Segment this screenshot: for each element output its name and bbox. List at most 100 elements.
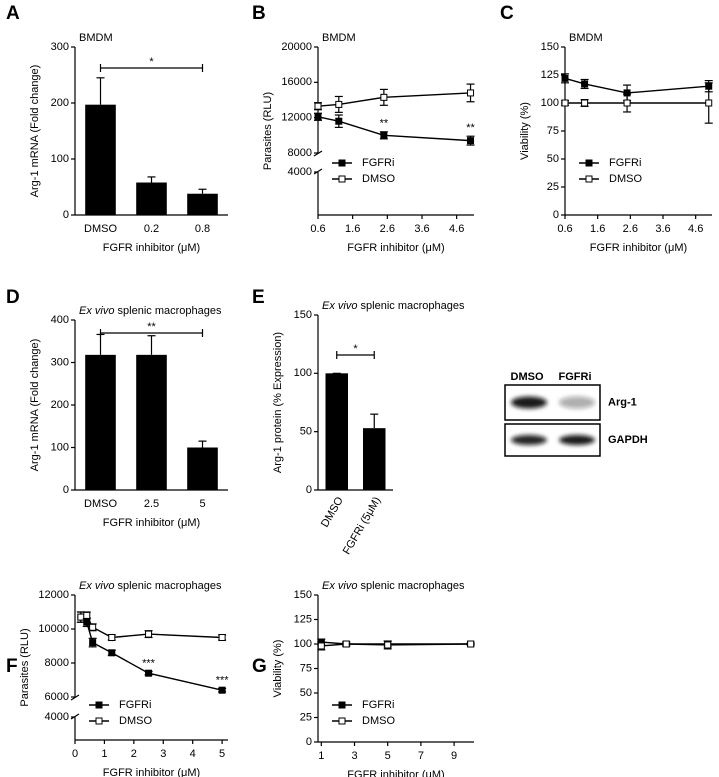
panel-title: BMDM xyxy=(569,32,603,44)
y-axis-label: Arg-1 mRNA (Fold change) xyxy=(29,339,41,472)
legend-label: FGFRi xyxy=(362,157,394,169)
y-tick-label: 12000 xyxy=(38,589,69,601)
x-tick-label: 0 xyxy=(72,748,78,760)
blot-row-label: GAPDH xyxy=(608,434,648,446)
x-tick-label: 5 xyxy=(199,498,205,510)
x-tick-label: 1.6 xyxy=(345,223,360,235)
y-tick-label: 50 xyxy=(547,153,559,165)
y-tick-label: 100 xyxy=(51,153,69,165)
panel-letter: C xyxy=(500,3,514,24)
y-axis-label: Arg-1 mRNA (Fold change) xyxy=(29,65,41,198)
y-tick-label: 75 xyxy=(300,662,312,674)
legend-marker xyxy=(338,175,346,183)
x-tick-label: 4.6 xyxy=(688,223,703,235)
point-annotation: *** xyxy=(142,657,156,669)
y-tick-label: 200 xyxy=(51,399,69,411)
x-tick-label: 2.6 xyxy=(623,223,638,235)
y-tick-label: 50 xyxy=(300,687,312,699)
bar xyxy=(187,447,218,490)
panel-letter: G xyxy=(252,656,267,677)
title-italic: Ex vivo xyxy=(322,300,357,312)
legend-label: DMSO xyxy=(362,173,395,185)
point-annotation: *** xyxy=(216,674,230,686)
x-tick-label: 3 xyxy=(160,748,166,760)
bar xyxy=(363,428,386,490)
blot-band xyxy=(511,435,547,445)
x-tick-label: 1.6 xyxy=(590,223,605,235)
y-tick-label: 6000 xyxy=(45,691,69,703)
y-tick-label: 0 xyxy=(553,209,559,221)
x-tick-label: DMSO xyxy=(84,223,117,235)
series-line xyxy=(564,77,709,94)
panel-title: Ex vivo splenic macrophages xyxy=(322,580,465,592)
x-tick-label: 3.6 xyxy=(414,223,429,235)
marker xyxy=(317,642,325,650)
y-tick-label: 125 xyxy=(541,69,559,81)
sig-label: * xyxy=(353,343,358,355)
legend-label: DMSO xyxy=(119,715,152,727)
x-tick-label: 5 xyxy=(219,748,225,760)
legend-marker xyxy=(95,717,103,725)
marker xyxy=(380,131,388,139)
title-italic: Ex vivo xyxy=(79,305,114,317)
x-axis-label: FGFR inhibitor (μM) xyxy=(103,517,200,529)
x-axis-label: FGFR inhibitor (μM) xyxy=(347,769,444,777)
x-tick-label: 0.8 xyxy=(195,223,210,235)
x-tick-label: 1 xyxy=(101,748,107,760)
y-tick-label: 0 xyxy=(63,484,69,496)
title-text: splenic macrophages xyxy=(118,580,222,592)
marker xyxy=(314,102,322,110)
y-tick-label: 400 xyxy=(51,314,69,326)
y-tick-label: 25 xyxy=(547,181,559,193)
blot-column-label: FGFRi xyxy=(559,371,592,383)
marker xyxy=(561,99,569,107)
y-tick-label: 12000 xyxy=(281,112,312,124)
sig-label: * xyxy=(149,56,154,68)
marker xyxy=(380,93,388,101)
x-tick-label: 0.6 xyxy=(557,223,572,235)
y-tick-label: 150 xyxy=(294,309,312,321)
panel-letter: B xyxy=(252,3,266,24)
blot-column-label: DMSO xyxy=(511,371,544,383)
y-tick-label: 300 xyxy=(51,41,69,53)
series-line xyxy=(80,616,223,691)
bar xyxy=(136,182,167,215)
y-tick-label: 4000 xyxy=(45,711,69,723)
marker xyxy=(108,649,116,657)
point-annotation: ** xyxy=(380,118,389,130)
x-tick-label: 3 xyxy=(351,750,357,762)
y-tick-label: 75 xyxy=(547,125,559,137)
marker xyxy=(581,80,589,88)
legend-label: FGFRi xyxy=(119,699,151,711)
marker xyxy=(145,669,153,677)
title-text: splenic macrophages xyxy=(118,305,222,317)
y-tick-label: 10000 xyxy=(38,623,69,635)
x-axis-label: FGFR inhibitor (μM) xyxy=(103,242,200,254)
title-text: BMDM xyxy=(79,32,113,44)
point-annotation: * xyxy=(110,636,115,648)
y-tick-label: 25 xyxy=(300,711,312,723)
panel-title: Ex vivo splenic macrophages xyxy=(79,580,222,592)
marker xyxy=(89,639,97,647)
y-axis-label: Viability (%) xyxy=(519,102,531,160)
title-text: BMDM xyxy=(569,32,603,44)
panel-letter: E xyxy=(252,287,265,308)
marker xyxy=(335,100,343,108)
legend-marker xyxy=(338,159,346,167)
x-tick-label: 2.5 xyxy=(144,498,159,510)
panel-letter: A xyxy=(6,3,20,24)
panel-letter: F xyxy=(6,656,18,677)
legend-label: DMSO xyxy=(362,715,395,727)
blot-band xyxy=(511,396,547,409)
y-tick-label: 20000 xyxy=(281,41,312,53)
bar xyxy=(325,373,348,490)
series-line xyxy=(317,92,471,107)
y-tick-label: 4000 xyxy=(288,166,312,178)
marker xyxy=(314,113,322,121)
panel-title: BMDM xyxy=(322,32,356,44)
marker xyxy=(581,99,589,107)
x-tick-label: 2 xyxy=(131,748,137,760)
legend-marker xyxy=(338,717,346,725)
x-tick-label: 7 xyxy=(418,750,424,762)
